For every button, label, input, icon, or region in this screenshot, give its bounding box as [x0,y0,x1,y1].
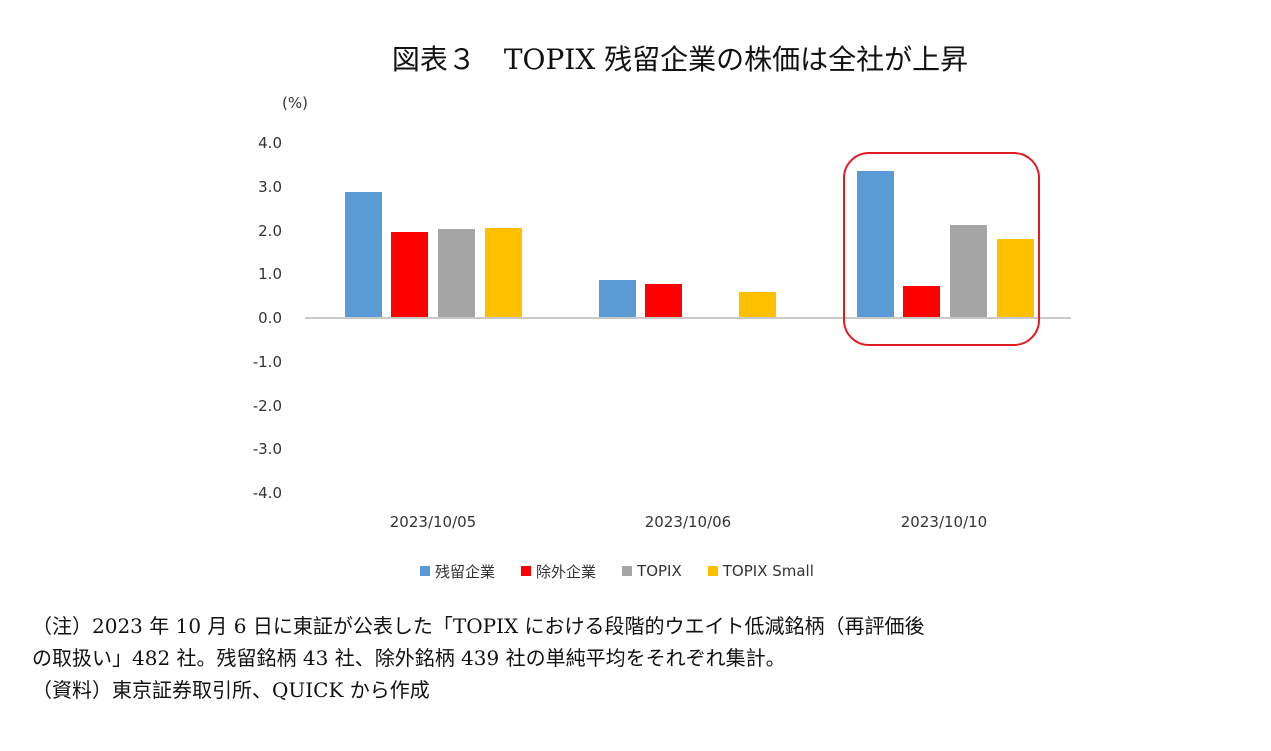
bar [391,231,428,318]
bar [485,227,522,318]
legend-label: TOPIX [637,562,682,580]
y-tick-label: -4.0 [252,484,282,502]
y-tick-label: 1.0 [258,265,282,284]
legend-swatch-icon [521,566,532,576]
chart-title: 図表３ TOPIX 残留企業の株価は全社が上昇 [391,43,969,76]
y-tick-label: -3.0 [252,440,282,459]
x-axis-line [305,317,1071,319]
legend-swatch-icon [622,566,633,576]
bar [997,238,1034,318]
source-line: （資料）東京証券取引所、QUICK から作成 [32,678,430,702]
y-tick-label: -1.0 [252,352,282,371]
legend: 残留企業 除外企業 TOPIX TOPIX Small [420,560,840,582]
legend-item: 除外企業 [521,561,596,582]
y-tick-label: -2.0 [252,396,282,415]
y-tick-label: 4.0 [258,134,282,152]
bar [599,279,636,318]
note-line-2: の取扱い」482 社。残留銘柄 43 社、除外銘柄 439 社の単純平均をそれぞ… [32,646,786,670]
bar [345,192,382,318]
legend-label: TOPIX Small [722,562,814,580]
legend-label: 残留企業 [435,562,496,581]
x-tick-label: 2023/10/10 [900,513,988,531]
legend-item: TOPIX Small [707,562,814,580]
legend-item: 残留企業 [420,561,495,582]
y-tick-label: 0.0 [258,309,282,327]
bar [857,171,894,318]
legend-item: TOPIX [622,562,682,580]
legend-label: 除外企業 [536,562,597,581]
y-tick-label: 3.0 [258,177,282,196]
legend-swatch-icon [707,566,718,576]
x-tick-label: 2023/10/05 [389,513,477,531]
x-tick-label: 2023/10/06 [644,513,732,531]
note-line-1: （注）2023 年 10 月 6 日に東証が公表した「TOPIX における段階的… [32,614,925,638]
bar [903,286,940,318]
y-tick-label: 2.0 [258,221,282,240]
bar [438,229,475,318]
bar [739,292,776,318]
highlight-box-2023-10-10 [843,152,1040,346]
bar [645,283,682,318]
footnotes: （注）2023 年 10 月 6 日に東証が公表した「TOPIX における段階的… [32,610,925,706]
legend-swatch-icon [420,566,430,576]
y-axis-unit-label: (%) [282,94,308,112]
bar [950,224,987,318]
